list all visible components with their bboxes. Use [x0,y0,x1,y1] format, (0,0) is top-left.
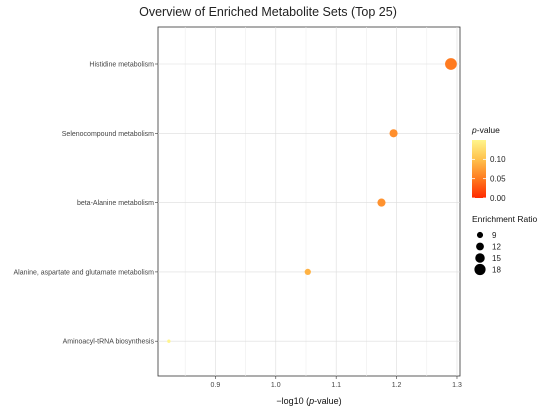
size-legend-items: 9 12 15 18 [474,231,501,276]
chart-title: Overview of Enriched Metabolite Sets (To… [139,5,397,19]
data-point [304,268,311,276]
x-axis-ticks: 0.9 1.0 1.1 1.2 1.3 [211,376,462,389]
category-label: Alanine, aspartate and glutamate metabol… [14,269,155,276]
category-label: Aminoacyl-tRNA biosynthesis [63,339,155,346]
data-point [377,198,386,207]
size-legend-label: 12 [492,243,501,252]
p-value-legend: p-value 0.00 0.05 0.10 [471,125,506,203]
category-label: Histidine metabolism [89,62,154,69]
x-tick-label: 0.9 [211,382,221,389]
size-legend-label: 9 [492,231,497,240]
size-legend-dot [475,253,485,263]
enrichment-ratio-legend-title: Enrichment Ratio [472,214,537,224]
data-point [389,129,398,138]
p-value-legend-title: p-value [471,125,500,135]
x-tick-label: 1.2 [392,382,402,389]
p-value-colorbar [472,140,486,198]
x-axis-title: −log10 (p-value) [276,396,341,406]
size-legend-dot [476,231,484,239]
x-tick-label: 1.3 [452,382,462,389]
plot-panel [157,26,461,377]
data-point [167,339,171,343]
enrichment-ratio-legend: Enrichment Ratio 9 12 15 18 [472,214,537,276]
size-legend-dot [476,242,484,251]
x-tick-label: 1.0 [271,382,281,389]
x-tick-label: 1.1 [331,382,341,389]
size-legend-label: 18 [492,266,501,275]
colorbar-tick-label: 0.05 [490,174,506,183]
category-labels: Histidine metabolism Selenocompound metab… [14,62,158,346]
colorbar-tick-label: 0.00 [490,194,506,203]
colorbar-ticks: 0.00 0.05 0.10 [472,155,506,203]
size-legend-label: 15 [492,254,501,263]
data-point [445,58,457,70]
data-points [167,58,457,343]
category-label: Selenocompound metabolism [62,131,154,138]
colorbar-tick-label: 0.10 [490,155,506,164]
category-label: beta-Alanine metabolism [77,200,154,207]
size-legend-dot [474,263,486,276]
